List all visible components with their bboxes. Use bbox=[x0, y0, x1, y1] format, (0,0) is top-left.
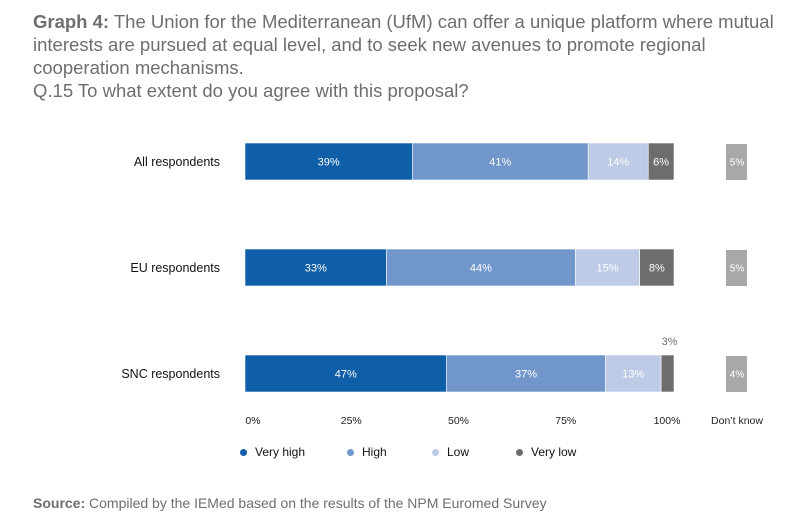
bar-segment bbox=[660, 354, 675, 393]
bar-data-label: 41% bbox=[489, 157, 511, 169]
source-prefix: Source: bbox=[33, 495, 86, 511]
legend-label: Very low bbox=[531, 445, 577, 459]
bar-data-label: 39% bbox=[318, 157, 340, 169]
bar-data-label: 15% bbox=[596, 263, 618, 275]
dont-know-box bbox=[726, 144, 747, 180]
legend-item-low: Low bbox=[432, 445, 469, 459]
bar-segment bbox=[446, 354, 606, 393]
bar-data-label: 33% bbox=[305, 263, 327, 275]
bar-segment bbox=[575, 248, 640, 287]
x-tick-label: 25% bbox=[341, 415, 362, 427]
category-label: SNC respondents bbox=[121, 367, 220, 381]
legend-dot-icon bbox=[240, 448, 247, 456]
category-label: All respondents bbox=[133, 155, 220, 169]
bar-segment bbox=[639, 248, 675, 287]
bar-segment bbox=[587, 142, 649, 181]
legend-label: Very high bbox=[255, 445, 306, 459]
dont-know-box bbox=[726, 250, 747, 286]
chart-title: Graph 4: The Union for the Mediterranean… bbox=[33, 10, 793, 102]
bar-data-label: 14% bbox=[607, 157, 629, 169]
stacked-bar-chart: 39% 41% 14% 6% 5% 33% 44% 15% 8% 5% 47% 37% 13% 3% 4% 0… bbox=[244, 142, 763, 427]
bar-segment bbox=[244, 354, 447, 393]
bar-segment bbox=[244, 142, 413, 181]
legend-label: High bbox=[362, 445, 387, 459]
legend-item-high: High bbox=[347, 445, 387, 459]
title-text: The Union for the Mediterranean (UfM) ca… bbox=[33, 11, 774, 78]
bar-data-label: 6% bbox=[653, 157, 669, 169]
x-tick-label: 50% bbox=[448, 415, 469, 427]
legend-label: Low bbox=[447, 445, 470, 459]
source-text: Compiled by the IEMed based on the resul… bbox=[85, 495, 547, 511]
dont-know-label: 5% bbox=[730, 158, 745, 169]
bar-data-label: 44% bbox=[470, 263, 492, 275]
x-tick-label: 0% bbox=[245, 415, 260, 427]
bar-data-label: 37% bbox=[515, 369, 537, 381]
legend-dot-icon bbox=[516, 448, 523, 456]
bar-segment bbox=[386, 248, 576, 287]
bar-data-label: 3% bbox=[662, 336, 678, 348]
bar-segment bbox=[244, 248, 387, 287]
legend-item-very-low: Very low bbox=[516, 445, 576, 459]
title-prefix: Graph 4: bbox=[33, 11, 110, 32]
dont-know-label: 5% bbox=[730, 264, 745, 275]
dont-know-box bbox=[726, 356, 747, 392]
dont-know-axis-label: Don’t know bbox=[711, 415, 763, 427]
x-tick-label: 75% bbox=[555, 415, 576, 427]
category-label: EU respondents bbox=[130, 261, 220, 275]
bar-segment bbox=[412, 142, 589, 181]
bar-segment bbox=[647, 142, 675, 181]
bar-segment bbox=[605, 354, 662, 393]
bar-data-label: 47% bbox=[335, 369, 357, 381]
legend-dot-icon bbox=[432, 448, 439, 456]
source-note: Source: Compiled by the IEMed based on t… bbox=[33, 495, 547, 511]
legend-dot-icon bbox=[347, 448, 354, 456]
question-text: Q.15 To what extent do you agree with th… bbox=[33, 80, 469, 101]
bar-data-label: 8% bbox=[649, 263, 665, 275]
x-tick-label: 100% bbox=[654, 415, 681, 427]
bar-data-label: 13% bbox=[622, 369, 644, 381]
legend-item-very-high: Very high bbox=[240, 445, 305, 459]
dont-know-label: 4% bbox=[730, 370, 745, 381]
